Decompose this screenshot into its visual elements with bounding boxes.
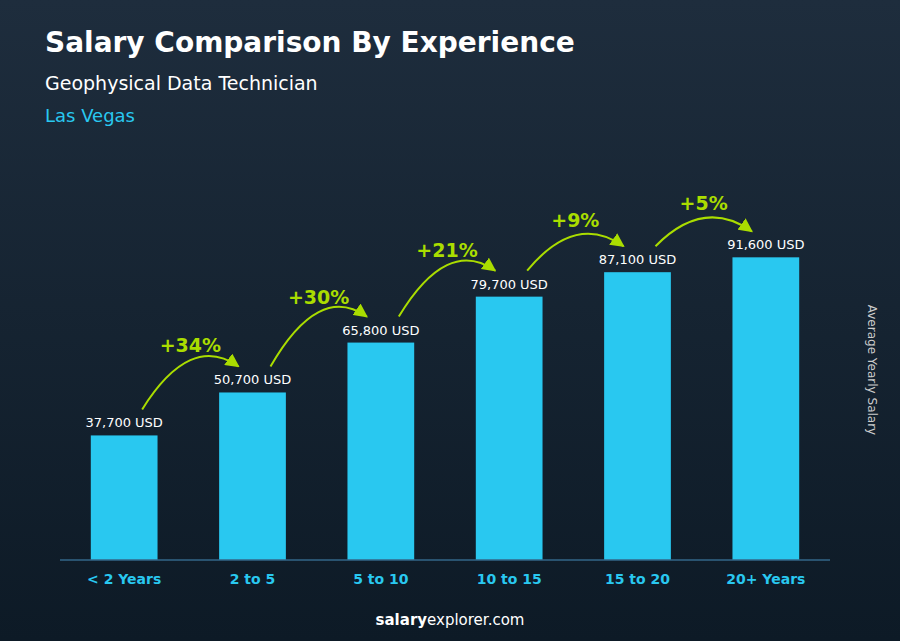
x-tick-label: 20+ Years [726, 571, 805, 587]
change-label: +9% [551, 209, 599, 231]
bar [347, 343, 414, 560]
bar [604, 272, 671, 560]
data-label: 91,600 USD [727, 237, 804, 252]
x-tick-label: 2 to 5 [230, 571, 276, 587]
chart-svg: Salary Comparison By Experience Geophysic… [0, 0, 900, 641]
data-label: 87,100 USD [599, 252, 676, 267]
bar [91, 435, 158, 560]
footer: salaryexplorer.com [376, 611, 525, 629]
footer-part: salary [376, 611, 428, 629]
change-arrow [399, 260, 495, 316]
change-label: +5% [680, 192, 728, 214]
y-axis-label: Average Yearly Salary [865, 305, 879, 435]
x-tick-label: 5 to 10 [353, 571, 409, 587]
annotation: Las Vegas [45, 105, 135, 126]
change-label: +30% [288, 286, 349, 308]
title: Salary Comparison By Experience [45, 26, 575, 59]
x-axis-line [60, 559, 830, 561]
data-label: 79,700 USD [470, 277, 547, 292]
change-arrow [527, 234, 623, 271]
x-tick-label: 15 to 20 [605, 571, 670, 587]
data-label: 37,700 USD [85, 415, 162, 430]
plot-area [91, 257, 799, 560]
x-tick-label: < 2 Years [87, 571, 161, 587]
change-arrow [142, 356, 238, 409]
background [0, 0, 900, 641]
bar [732, 257, 799, 560]
bar [476, 297, 543, 560]
change-arrow [656, 217, 752, 246]
data-label: 50,700 USD [214, 372, 291, 387]
footer-part: explorer.com [427, 611, 524, 629]
data-label: 65,800 USD [342, 323, 419, 338]
x-tick-label: 10 to 15 [477, 571, 542, 587]
change-arrow [271, 307, 367, 367]
change-label: +21% [416, 239, 477, 261]
subtitle: Geophysical Data Technician [45, 72, 318, 94]
bar [219, 392, 286, 560]
change-label: +34% [160, 334, 221, 356]
